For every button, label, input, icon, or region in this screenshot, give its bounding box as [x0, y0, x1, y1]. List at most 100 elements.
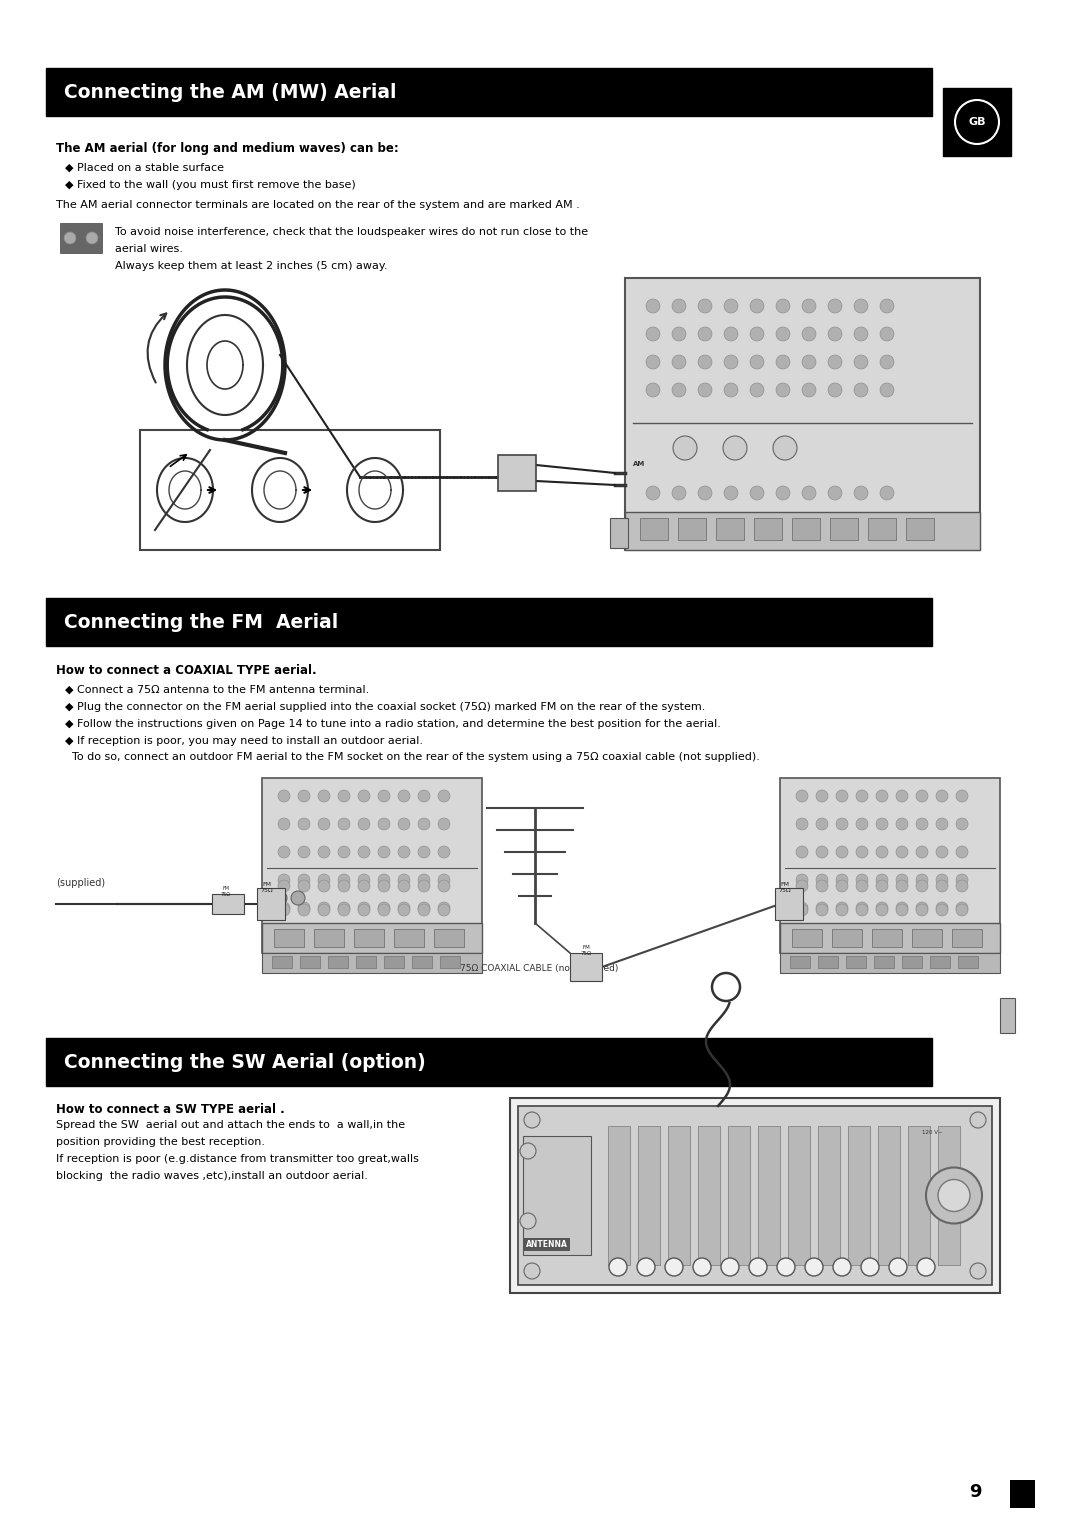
Text: Connecting the AM (MW) Aerial: Connecting the AM (MW) Aerial — [64, 83, 396, 101]
Circle shape — [936, 880, 948, 892]
Circle shape — [646, 327, 660, 341]
Circle shape — [399, 817, 410, 830]
Circle shape — [724, 299, 738, 313]
Bar — [356, 957, 376, 969]
Bar — [775, 888, 804, 920]
Circle shape — [854, 327, 868, 341]
Circle shape — [672, 327, 686, 341]
Circle shape — [955, 99, 999, 144]
Circle shape — [856, 880, 868, 892]
Circle shape — [802, 486, 816, 500]
Circle shape — [936, 790, 948, 802]
Circle shape — [698, 516, 712, 530]
Circle shape — [724, 384, 738, 397]
Circle shape — [698, 327, 712, 341]
Circle shape — [438, 902, 450, 914]
Text: ◆ Connect a 75Ω antenna to the FM antenna terminal.: ◆ Connect a 75Ω antenna to the FM antenn… — [65, 685, 369, 695]
Circle shape — [816, 817, 828, 830]
Circle shape — [318, 847, 330, 859]
Text: aerial wires.: aerial wires. — [114, 244, 183, 254]
Circle shape — [524, 1264, 540, 1279]
Circle shape — [338, 847, 350, 859]
Circle shape — [298, 817, 310, 830]
Circle shape — [750, 384, 764, 397]
Circle shape — [357, 790, 370, 802]
Bar — [758, 1126, 780, 1265]
Circle shape — [672, 486, 686, 500]
Bar — [300, 957, 320, 969]
Bar — [523, 1135, 591, 1254]
Circle shape — [646, 384, 660, 397]
Circle shape — [802, 327, 816, 341]
Circle shape — [936, 874, 948, 886]
Text: Connecting the FM  Aerial: Connecting the FM Aerial — [64, 613, 338, 631]
Circle shape — [956, 790, 968, 802]
Circle shape — [876, 880, 888, 892]
Circle shape — [836, 874, 848, 886]
Bar — [789, 957, 810, 969]
Circle shape — [916, 902, 928, 914]
Text: Connecting the SW Aerial (option): Connecting the SW Aerial (option) — [64, 1053, 426, 1071]
Circle shape — [916, 905, 928, 915]
Circle shape — [724, 516, 738, 530]
Text: FM
75Ω: FM 75Ω — [260, 882, 273, 892]
Circle shape — [672, 384, 686, 397]
Circle shape — [318, 905, 330, 915]
Circle shape — [298, 790, 310, 802]
Circle shape — [338, 902, 350, 914]
Circle shape — [418, 847, 430, 859]
Circle shape — [936, 817, 948, 830]
Circle shape — [880, 327, 894, 341]
Circle shape — [357, 874, 370, 886]
Text: 75Ω COAXIAL CABLE (not supplied): 75Ω COAXIAL CABLE (not supplied) — [460, 964, 619, 973]
Circle shape — [880, 486, 894, 500]
Bar — [874, 957, 894, 969]
Circle shape — [805, 1258, 823, 1276]
Circle shape — [876, 847, 888, 859]
Text: If reception is poor (e.g.distance from transmitter too great,walls: If reception is poor (e.g.distance from … — [56, 1154, 419, 1164]
Circle shape — [777, 1258, 795, 1276]
Circle shape — [856, 847, 868, 859]
Circle shape — [338, 905, 350, 915]
Circle shape — [672, 299, 686, 313]
Circle shape — [519, 1213, 536, 1229]
Circle shape — [698, 354, 712, 368]
Circle shape — [86, 232, 98, 244]
Circle shape — [378, 905, 390, 915]
Circle shape — [876, 817, 888, 830]
Circle shape — [750, 327, 764, 341]
Circle shape — [836, 817, 848, 830]
Circle shape — [357, 847, 370, 859]
Circle shape — [399, 874, 410, 886]
Circle shape — [880, 354, 894, 368]
Bar — [943, 89, 1011, 156]
Circle shape — [773, 435, 797, 460]
Bar — [908, 1126, 930, 1265]
Circle shape — [298, 902, 310, 914]
Text: GB: GB — [969, 118, 986, 127]
Circle shape — [724, 354, 738, 368]
Text: FM
75Ω: FM 75Ω — [580, 946, 592, 957]
Text: The AM aerial connector terminals are located on the rear of the system and are : The AM aerial connector terminals are lo… — [56, 200, 580, 209]
Circle shape — [796, 902, 808, 914]
Circle shape — [896, 790, 908, 802]
Text: How to connect a COAXIAL TYPE aerial.: How to connect a COAXIAL TYPE aerial. — [56, 665, 316, 677]
Circle shape — [298, 880, 310, 892]
Bar — [872, 929, 902, 947]
Bar — [669, 1126, 690, 1265]
Bar — [394, 929, 424, 947]
Circle shape — [318, 902, 330, 914]
Bar — [846, 957, 866, 969]
Bar — [754, 518, 782, 539]
Text: position providing the best reception.: position providing the best reception. — [56, 1137, 265, 1148]
Circle shape — [338, 817, 350, 830]
Circle shape — [698, 384, 712, 397]
Circle shape — [876, 905, 888, 915]
Circle shape — [673, 435, 697, 460]
Circle shape — [418, 790, 430, 802]
Circle shape — [298, 874, 310, 886]
Circle shape — [816, 790, 828, 802]
Bar — [792, 929, 822, 947]
Circle shape — [278, 874, 291, 886]
Circle shape — [698, 486, 712, 500]
